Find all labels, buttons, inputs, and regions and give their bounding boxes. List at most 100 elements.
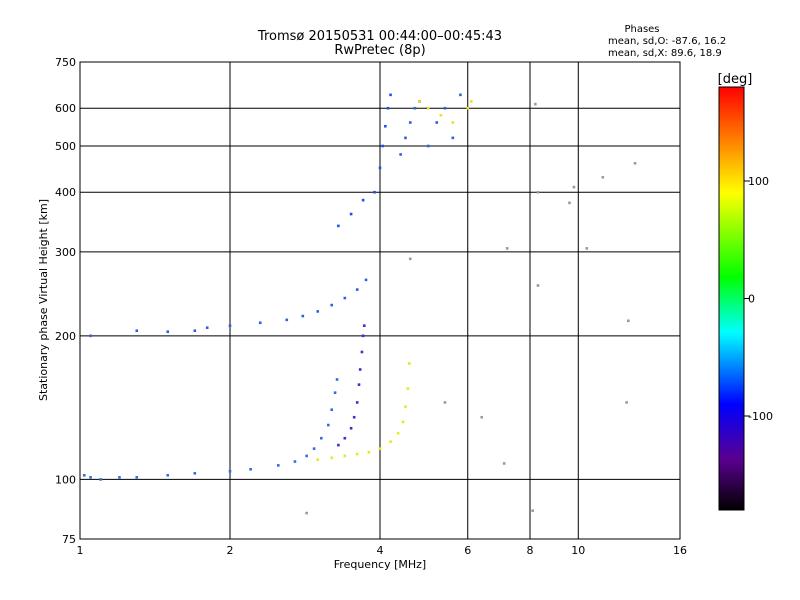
data-point (360, 350, 364, 354)
data-point (364, 278, 368, 282)
data-point (502, 462, 506, 465)
data-point (396, 431, 400, 435)
data-point (389, 93, 392, 97)
data-point (459, 93, 462, 97)
y-tick-labels: 75 100 200 300 400 500 600 750 (55, 56, 76, 546)
data-point (89, 334, 92, 338)
data-point (293, 460, 297, 463)
y-tick-label: 500 (55, 140, 76, 153)
data-point (585, 247, 589, 250)
data-point (285, 318, 289, 322)
data-point (343, 296, 347, 300)
data-point (193, 329, 197, 332)
x-axis-label: Frequency [MHz] (334, 558, 426, 571)
y-axis-label: Stationary phase Virtual Height [km] (37, 199, 50, 401)
data-point (601, 175, 605, 179)
data-point (443, 401, 447, 404)
data-point (426, 106, 430, 110)
data-point (536, 190, 540, 194)
y-tick-label: 100 (55, 473, 76, 486)
data-point (349, 212, 353, 216)
data-point (349, 426, 353, 430)
data-point (572, 185, 576, 189)
data-point (258, 321, 262, 325)
data-point (373, 190, 376, 194)
y-tick-label: 600 (55, 102, 76, 115)
data-point (408, 362, 411, 365)
data-point (330, 408, 334, 412)
data-point (413, 106, 417, 110)
data-point (426, 144, 430, 148)
data-point (320, 436, 323, 440)
data-point (367, 450, 371, 454)
data-point (362, 324, 366, 328)
data-point (451, 121, 455, 124)
x-tick-label: 2 (227, 544, 234, 557)
data-point (466, 106, 470, 110)
data-point (381, 144, 384, 148)
data-point (358, 368, 362, 371)
y-tick-label: 75 (62, 533, 76, 546)
data-point (333, 391, 337, 394)
colorbar-tick-label: 100 (748, 175, 769, 188)
data-point (330, 456, 334, 460)
stats-line-x: mean, sd,X: 89.6, 18.9 (608, 48, 722, 59)
data-point (386, 106, 390, 110)
data-point (470, 100, 473, 103)
data-point (166, 330, 170, 334)
data-point (99, 478, 102, 481)
chart-subtitle: RwPretec (8p) (334, 43, 425, 58)
data-point (316, 310, 320, 313)
data-point (443, 106, 447, 110)
data-point (228, 469, 232, 473)
colorbar-tick-label: 0 (748, 293, 755, 306)
chart-title: Tromsø 20150531 00:44:00–00:45:43 (257, 29, 502, 44)
data-point (135, 476, 139, 479)
x-tick-labels: 1 2 4 6 8 10 16 (77, 544, 688, 557)
data-point (439, 113, 443, 117)
data-point (378, 447, 382, 450)
data-point (276, 464, 280, 467)
data-point (249, 467, 252, 471)
data-points (82, 93, 637, 515)
data-point (330, 303, 334, 307)
data-point (82, 474, 86, 477)
data-point (505, 247, 509, 250)
data-point (384, 124, 387, 128)
data-point (205, 326, 209, 329)
data-point (316, 458, 320, 461)
data-point (357, 383, 361, 386)
data-point (193, 471, 197, 475)
data-point (435, 121, 439, 124)
x-tick-label: 1 (77, 544, 84, 557)
y-tick-label: 400 (55, 186, 76, 199)
y-tick-label: 200 (55, 330, 76, 343)
data-point (480, 415, 484, 419)
data-point (404, 405, 407, 409)
data-point (305, 511, 308, 515)
data-point (627, 319, 630, 323)
plot-frame (79, 61, 681, 540)
data-point (352, 415, 356, 419)
x-grid (229, 62, 579, 539)
data-point (301, 314, 305, 318)
data-point (337, 224, 340, 228)
data-point (531, 509, 534, 512)
x-tick-label: 6 (464, 544, 471, 557)
data-point (355, 288, 359, 291)
x-tick-label: 4 (377, 544, 384, 557)
x-tick-label: 10 (571, 544, 585, 557)
data-point (401, 420, 405, 424)
data-point (89, 476, 92, 479)
y-tick-label: 300 (55, 246, 76, 259)
data-point (355, 452, 359, 456)
data-point (406, 387, 410, 390)
data-point (135, 329, 139, 332)
data-point (337, 443, 340, 447)
y-tick-label: 750 (55, 56, 76, 69)
colorbar-gradient (718, 86, 745, 511)
data-point (228, 324, 232, 328)
x-tick-label: 16 (673, 544, 687, 557)
x-tick-label: 8 (527, 544, 534, 557)
